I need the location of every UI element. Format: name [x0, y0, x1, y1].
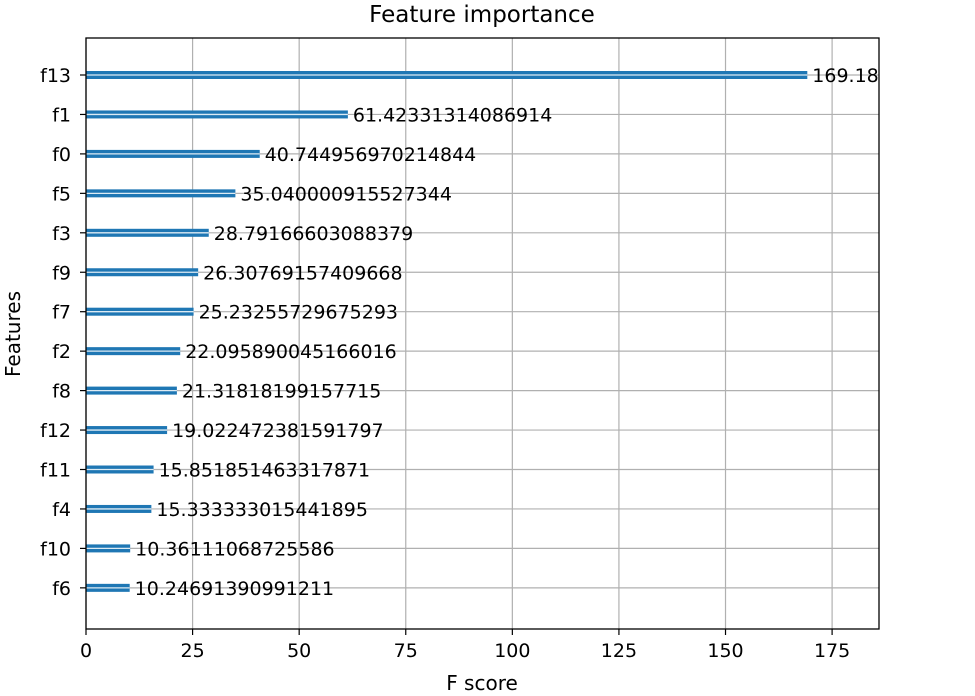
- plot-frame: [85, 37, 880, 630]
- y-tick-label-f3: f3: [52, 223, 71, 245]
- plot-background: [86, 38, 879, 629]
- bar-value-label-f11: 15.851851463317871: [159, 460, 371, 482]
- y-tick-label-f7: f7: [52, 302, 71, 324]
- bar-value-label-f4: 15.333333015441895: [156, 499, 368, 521]
- y-tick-label-f8: f8: [52, 381, 71, 403]
- x-tick-label: 150: [707, 640, 743, 662]
- y-tick-label-f9: f9: [52, 262, 71, 284]
- x-tick-label: 0: [80, 640, 92, 662]
- bar-value-label-f10: 10.36111068725586: [135, 538, 334, 560]
- bar-value-label-f12: 19.022472381591797: [172, 420, 384, 442]
- y-tick-label-f5: f5: [52, 183, 71, 205]
- x-tick-label: 25: [180, 640, 204, 662]
- bar-value-label-f8: 21.31818199157715: [182, 381, 381, 403]
- y-axis-ticks: f13 f1 f0 f5 f3 f9 f7 f2 f8 f12 f11 f4 f10 f6: [40, 65, 86, 600]
- y-tick-label-f2: f2: [52, 341, 71, 363]
- x-tick-label: 50: [287, 640, 311, 662]
- bars: [86, 71, 808, 592]
- y-tick-label-f0: f0: [52, 144, 71, 166]
- y-tick-label-f4: f4: [52, 499, 71, 521]
- bar-value-label-f3: 28.79166603088379: [214, 223, 413, 245]
- x-axis-title: F score: [446, 671, 518, 695]
- y-tick-label-f10: f10: [40, 538, 71, 560]
- x-tick-label: 175: [814, 640, 850, 662]
- bar-value-label-f2: 22.095890045166016: [185, 341, 397, 363]
- y-tick-label-f12: f12: [40, 420, 71, 442]
- y-tick-label-f6: f6: [52, 578, 71, 600]
- y-tick-label-f11: f11: [40, 460, 71, 482]
- bar-value-label-f6: 10.24691390991211: [135, 578, 334, 600]
- x-axis-ticks: 0 25 50 75 100 125 150 175: [80, 629, 850, 662]
- x-tick-label: 75: [394, 640, 418, 662]
- bar-value-label-f13: 169.18130493: [812, 65, 951, 87]
- bar-value-label-f1: 61.42331314086914: [353, 104, 552, 126]
- x-tick-label: 100: [494, 640, 530, 662]
- x-tick-label: 125: [601, 640, 637, 662]
- bar-value-labels: 169.18130493 61.42331314086914 40.74495697…: [135, 65, 951, 600]
- bar-value-label-f7: 25.23255729675293: [199, 302, 398, 324]
- bar-value-label-f9: 26.30769157409668: [203, 262, 402, 284]
- y-tick-label-f13: f13: [40, 65, 71, 87]
- bar-value-label-f5: 35.040000915527344: [240, 183, 452, 205]
- bar-value-label-f0: 40.744956970214844: [265, 144, 477, 166]
- y-axis-title: Features: [1, 291, 25, 377]
- y-tick-label-f1: f1: [52, 104, 71, 126]
- chart-title: Feature importance: [369, 2, 595, 28]
